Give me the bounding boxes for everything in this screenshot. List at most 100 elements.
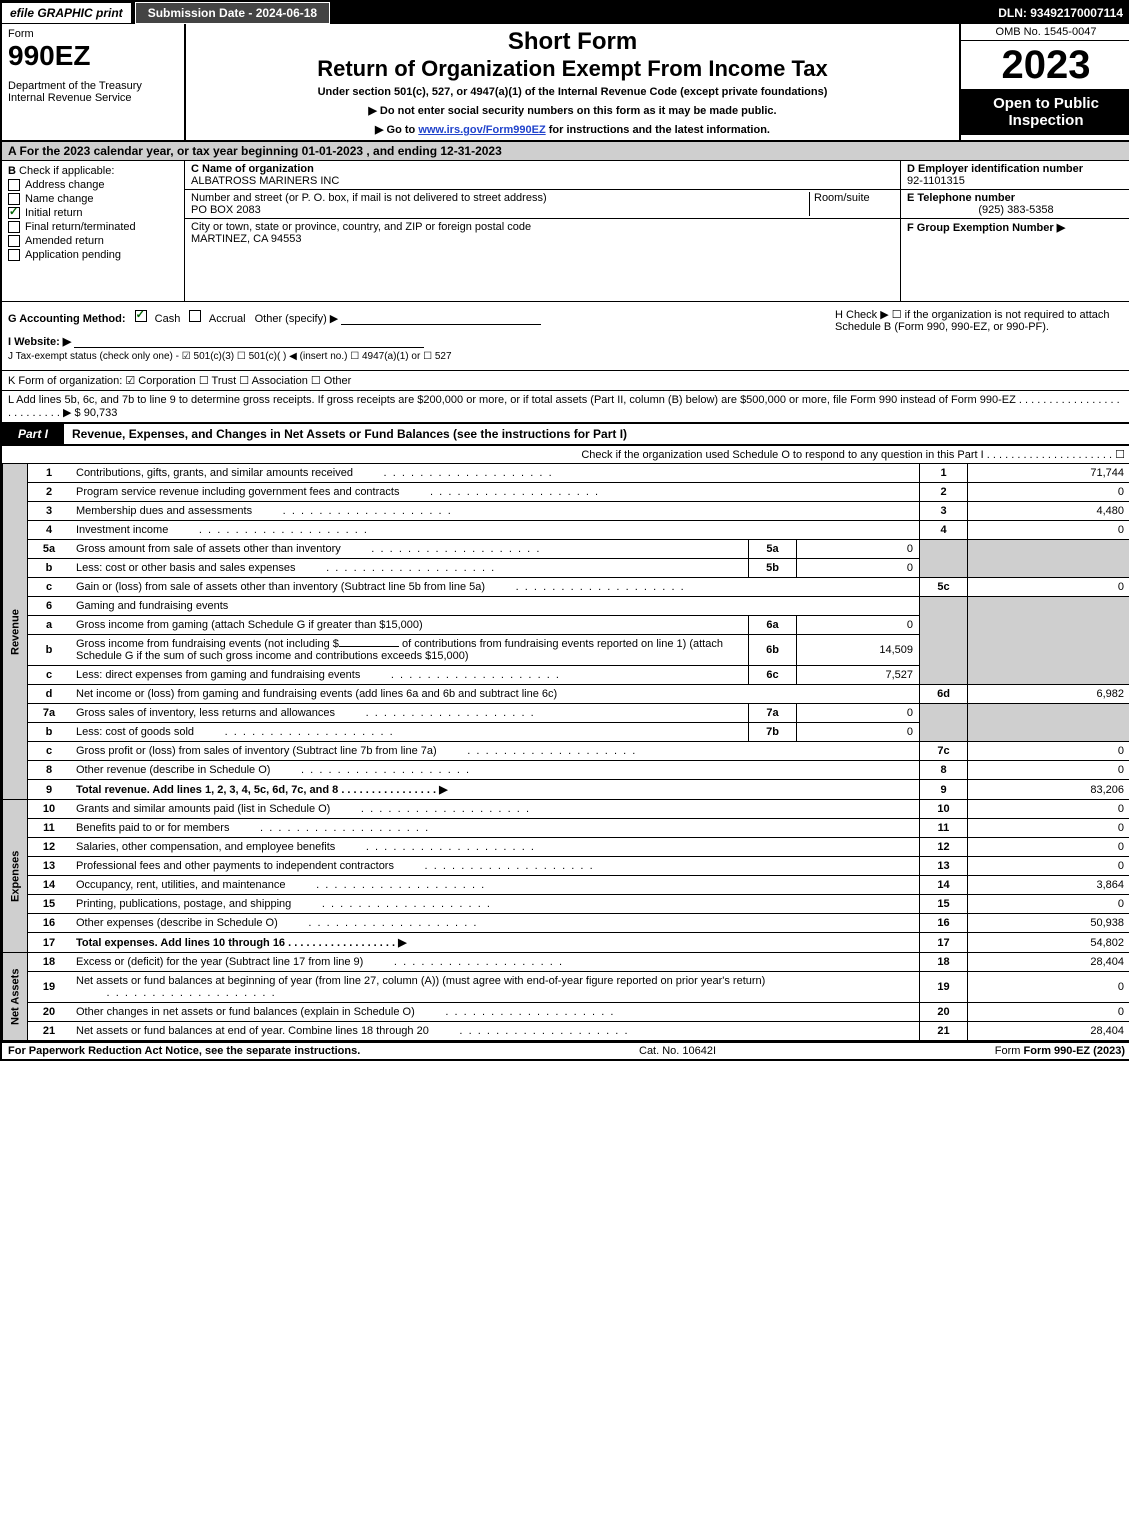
cb-final-return[interactable]: Final return/terminated: [8, 221, 178, 233]
line-no: a: [28, 616, 71, 635]
form-footer: Form Form 990-EZ (2023): [995, 1045, 1125, 1057]
header-right: OMB No. 1545-0047 2023 Open to Public In…: [959, 24, 1129, 140]
line-no: c: [28, 578, 71, 597]
footer-row: For Paperwork Reduction Act Notice, see …: [2, 1041, 1129, 1059]
right-line-no: 5c: [920, 578, 968, 597]
line-no: 2: [28, 483, 71, 502]
sub-line-no: 6b: [749, 635, 797, 666]
website-line: [74, 335, 424, 348]
amount: 0: [968, 838, 1129, 857]
section-b-c-d-row: B Check if applicable: Address change Na…: [2, 161, 1129, 302]
line-16: 16 Other expenses (describe in Schedule …: [3, 914, 1129, 933]
cb-initial-return[interactable]: Initial return: [8, 207, 178, 219]
right-line-no: 8: [920, 761, 968, 780]
row-l: L Add lines 5b, 6c, and 7b to line 9 to …: [2, 391, 1129, 424]
right-line-no: 11: [920, 819, 968, 838]
sub-val: 0: [797, 540, 920, 559]
line-2: 2 Program service revenue including gove…: [3, 483, 1129, 502]
line-17: 17 Total expenses. Add lines 10 through …: [3, 933, 1129, 953]
part-1-header: Part I Revenue, Expenses, and Changes in…: [2, 424, 1129, 445]
part-1-tab: Part I: [2, 424, 64, 444]
cb-address-change[interactable]: Address change: [8, 179, 178, 191]
header-left: Form 990EZ Department of the Treasury In…: [2, 24, 186, 140]
checkbox-icon: [8, 249, 20, 261]
phone-cell: E Telephone number (925) 383-5358: [901, 190, 1129, 219]
other-label: Other (specify) ▶: [255, 313, 339, 325]
amount: 28,404: [968, 1022, 1129, 1041]
right-line-no: 7c: [920, 742, 968, 761]
amount: 0: [968, 895, 1129, 914]
line-desc: Net income or (loss) from gaming and fun…: [76, 688, 557, 700]
sub-val: 0: [797, 723, 920, 742]
section-g: G Accounting Method: Cash Accrual Other …: [8, 308, 827, 364]
line-desc-pre: Gross income from fundraising events (no…: [76, 638, 339, 650]
line-no: d: [28, 685, 71, 704]
sub-val: 7,527: [797, 666, 920, 685]
right-line-no: 18: [920, 953, 968, 972]
shaded-cell: [968, 540, 1129, 578]
sub-line-no: 5a: [749, 540, 797, 559]
cb-amended-return[interactable]: Amended return: [8, 235, 178, 247]
cash-label: Cash: [155, 313, 181, 325]
line-no: 7a: [28, 704, 71, 723]
line-18: Net Assets 18 Excess or (deficit) for th…: [3, 953, 1129, 972]
line-12: 12 Salaries, other compensation, and emp…: [3, 838, 1129, 857]
phone-label: E Telephone number: [907, 192, 1125, 204]
amount: 0: [968, 1003, 1129, 1022]
amount: 4,480: [968, 502, 1129, 521]
line-4: 4 Investment income 4 0: [3, 521, 1129, 540]
city-value: MARTINEZ, CA 94553: [191, 233, 894, 245]
shaded-cell: [920, 597, 968, 685]
col-b: B Check if applicable: Address change Na…: [2, 161, 185, 301]
line-desc: Benefits paid to or for members: [76, 822, 229, 834]
street-value: PO BOX 2083: [191, 204, 809, 216]
line-no: 8: [28, 761, 71, 780]
checkbox-icon: [8, 207, 20, 219]
irs-link[interactable]: www.irs.gov/Form990EZ: [418, 124, 545, 136]
line-desc: Other revenue (describe in Schedule O): [76, 764, 270, 776]
g-label: G Accounting Method:: [8, 313, 126, 325]
section-h: H Check ▶ ☐ if the organization is not r…: [827, 308, 1125, 364]
line-desc: Program service revenue including govern…: [76, 486, 399, 498]
line-no: 18: [28, 953, 71, 972]
line-desc: Investment income: [76, 524, 168, 536]
line-no: 4: [28, 521, 71, 540]
line-desc: Other expenses (describe in Schedule O): [76, 917, 278, 929]
checkbox-icon: [189, 310, 201, 322]
line-desc: Professional fees and other payments to …: [76, 860, 394, 872]
checkbox-icon: [8, 235, 20, 247]
right-line-no: 9: [920, 780, 968, 800]
paperwork-notice: For Paperwork Reduction Act Notice, see …: [8, 1045, 360, 1057]
room-suite-label: Room/suite: [809, 192, 894, 216]
line-desc: Gaming and fundraising events: [76, 600, 228, 612]
right-line-no: 4: [920, 521, 968, 540]
city-cell: City or town, state or province, country…: [185, 219, 900, 247]
line-no: 19: [28, 972, 71, 1003]
line-desc: Less: cost or other basis and sales expe…: [76, 562, 296, 574]
amount: 0: [968, 800, 1129, 819]
right-line-no: 13: [920, 857, 968, 876]
ein-cell: D Employer identification number 92-1101…: [901, 161, 1129, 190]
cb-name-change[interactable]: Name change: [8, 193, 178, 205]
cb-label: Initial return: [25, 207, 82, 219]
line-desc: Excess or (deficit) for the year (Subtra…: [76, 956, 363, 968]
submission-date: Submission Date - 2024-06-18: [135, 2, 330, 24]
line-21: 21 Net assets or fund balances at end of…: [3, 1022, 1129, 1041]
line-desc: Gross income from gaming (attach Schedul…: [76, 619, 423, 631]
right-line-no: 12: [920, 838, 968, 857]
right-line-no: 1: [920, 464, 968, 483]
omb-number: OMB No. 1545-0047: [961, 24, 1129, 41]
cat-no: Cat. No. 10642I: [639, 1045, 716, 1057]
expenses-side-label: Expenses: [3, 800, 28, 953]
cb-application-pending[interactable]: Application pending: [8, 249, 178, 261]
row-k: K Form of organization: ☑ Corporation ☐ …: [2, 371, 1129, 391]
line-13: 13 Professional fees and other payments …: [3, 857, 1129, 876]
line-desc: Membership dues and assessments: [76, 505, 252, 517]
line-no: 10: [28, 800, 71, 819]
row-a-tax-year: A For the 2023 calendar year, or tax yea…: [2, 142, 1129, 161]
k-text: K Form of organization: ☑ Corporation ☐ …: [8, 375, 351, 387]
street-cell: Number and street (or P. O. box, if mail…: [185, 190, 900, 219]
line-no: 5a: [28, 540, 71, 559]
line-14: 14 Occupancy, rent, utilities, and maint…: [3, 876, 1129, 895]
sub-line-no: 5b: [749, 559, 797, 578]
